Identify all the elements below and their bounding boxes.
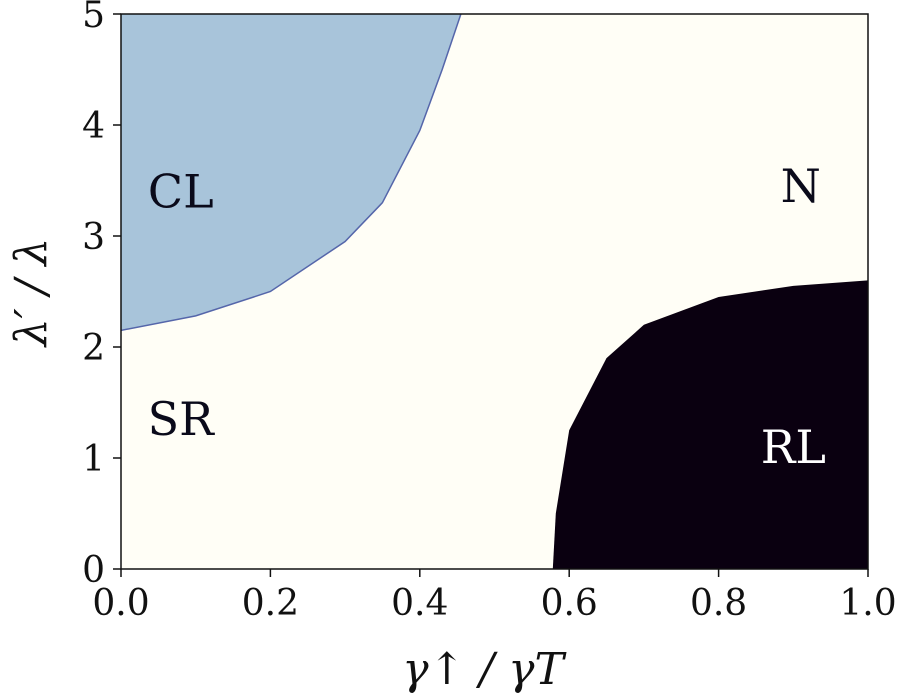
region-label-sr: SR <box>148 392 216 446</box>
ticks: 0.0 0.2 0.4 0.6 0.8 1.0 0 1 2 3 4 5 <box>82 0 897 624</box>
y-tick-label: 5 <box>82 0 105 36</box>
x-tick-label: 0.8 <box>690 583 747 624</box>
y-tick-label: 1 <box>82 439 105 480</box>
axes-frame <box>120 13 869 570</box>
x-tick-label: 0.0 <box>92 583 149 624</box>
axes <box>120 13 869 570</box>
y-tick-label: 2 <box>82 328 105 369</box>
plot-area: CL SR RL N <box>121 14 868 569</box>
x-tick-label: 0.4 <box>391 583 448 624</box>
x-tick-label: 0.2 <box>242 583 299 624</box>
region-label-n: N <box>781 159 821 213</box>
region-label-rl: RL <box>761 420 826 474</box>
y-axis-title: λ′ / λ <box>6 238 57 349</box>
region-cl <box>121 14 461 331</box>
x-tick-label: 0.6 <box>541 583 598 624</box>
x-axis-title: γ↑ / γT <box>402 644 567 695</box>
x-tick-label: 1.0 <box>839 583 896 624</box>
region-rl <box>552 280 868 569</box>
y-tick-label: 3 <box>82 217 105 258</box>
y-tick-label: 0 <box>82 550 105 591</box>
y-tick-label: 4 <box>82 106 105 147</box>
cl-boundary-line <box>121 14 462 332</box>
region-label-cl: CL <box>148 165 214 219</box>
